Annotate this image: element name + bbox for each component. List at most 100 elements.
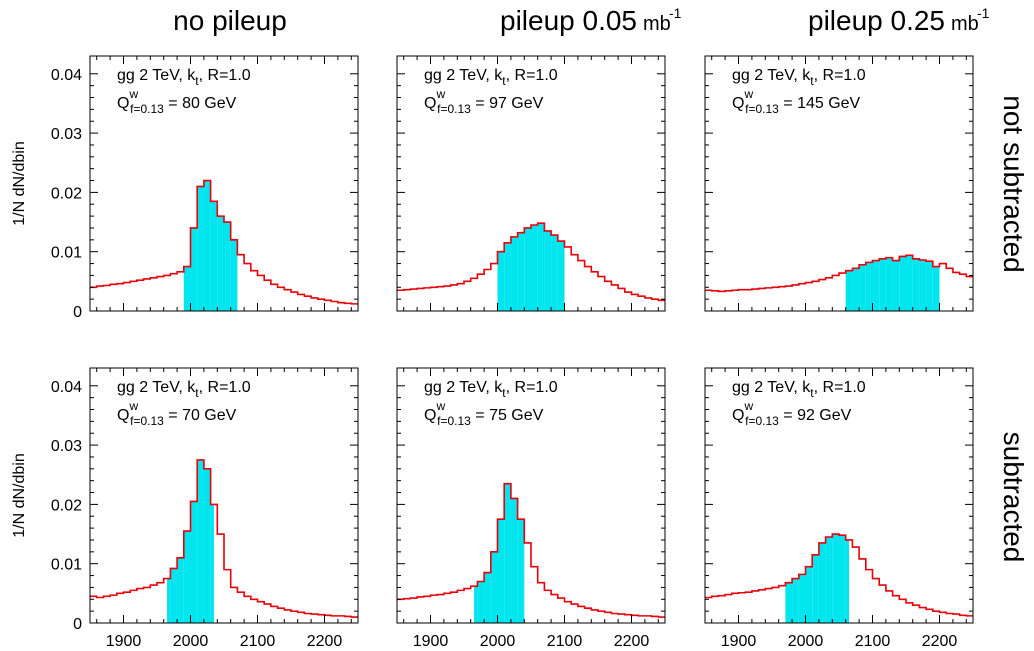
highlight-bin xyxy=(474,586,478,623)
histogram-line xyxy=(705,533,973,617)
highlight-bin xyxy=(892,260,900,311)
y-axis-label: 1/N dN/dbin xyxy=(11,141,28,226)
highlight-bin xyxy=(490,551,498,623)
highlight-bin xyxy=(197,459,204,623)
annotation-line-1: gg 2 TeV, kt, R=1.0 xyxy=(117,379,251,400)
highlight-bin xyxy=(217,216,224,311)
column-title-3: pileup 0.25 xyxy=(808,5,945,36)
highlight-bin xyxy=(825,537,833,623)
x-tick-label: 1900 xyxy=(721,633,757,650)
highlight-bin xyxy=(818,542,826,623)
histogram-line xyxy=(397,222,665,302)
highlight-bin xyxy=(517,519,525,623)
column-title-3-unit-exponent: -1 xyxy=(977,5,990,21)
highlight-bin xyxy=(524,227,531,311)
plot-frame xyxy=(396,55,666,312)
y-tick-label: 0.03 xyxy=(51,438,82,455)
highlight-bin xyxy=(190,227,198,311)
highlight-bin xyxy=(167,578,171,623)
annotation-line-2: Qw f=0.13 = 75 GeV xyxy=(424,399,544,428)
y-tick-label: 0.04 xyxy=(51,379,82,396)
highlight-bin xyxy=(510,236,518,311)
highlight-bin xyxy=(839,535,846,623)
row-label-not-subtracted: not subtracted xyxy=(998,95,1029,272)
highlight-bin xyxy=(230,239,238,311)
highlight-bin xyxy=(210,201,218,311)
highlight-bin xyxy=(852,268,860,311)
highlight-bin xyxy=(859,264,866,311)
highlight-bin xyxy=(906,255,913,311)
x-tick-label: 2200 xyxy=(614,633,650,650)
highlight-bin xyxy=(798,574,806,623)
highlight-bin xyxy=(557,241,565,311)
highlight-bin xyxy=(785,582,793,623)
column-title-2-unit: mb xyxy=(643,13,671,35)
annotation-line-2: Qw f=0.13 = 80 GeV xyxy=(117,87,237,116)
annotation-line-2: Qw f=0.13 = 97 GeV xyxy=(424,87,544,116)
x-tick-label: 2200 xyxy=(922,633,958,650)
highlight-bin xyxy=(544,230,552,311)
annotation-line-1: gg 2 TeV, kt, R=1.0 xyxy=(732,67,866,88)
highlight-bin xyxy=(885,257,893,311)
y-tick-label: 0.04 xyxy=(51,67,82,84)
highlight-bin xyxy=(210,504,214,623)
y-tick-label: 0.02 xyxy=(51,185,82,202)
highlight-bin xyxy=(919,260,927,311)
highlight-bin xyxy=(203,180,211,311)
annotation-line-1: gg 2 TeV, kt, R=1.0 xyxy=(732,379,866,400)
highlight-bin xyxy=(197,186,204,311)
plot-frame xyxy=(704,367,974,624)
y-tick-label: 0 xyxy=(73,616,82,633)
annotation-line-2: Qw f=0.13 = 145 GeV xyxy=(732,87,861,116)
highlight-bin xyxy=(832,534,839,623)
highlight-bin xyxy=(926,261,933,311)
panel-1-1: 1900200021002200dijet mass [GeV]gg 2 TeV… xyxy=(396,367,666,650)
x-tick-label: 2100 xyxy=(240,633,276,650)
y-tick-label: 0.02 xyxy=(51,497,82,514)
highlight-bin xyxy=(504,483,511,623)
annotation-line-2: Qw f=0.13 = 92 GeV xyxy=(732,399,852,428)
x-tick-label: 2000 xyxy=(173,633,209,650)
panel-0-0: 0 0.01 0.02 0.03 0.04 1/N dN/dbin gg 2 TeV, kt… xyxy=(11,55,359,321)
highlight-bin xyxy=(497,251,505,311)
plot-frame xyxy=(89,55,359,312)
highlight-bin xyxy=(170,568,178,623)
highlight-bin xyxy=(932,266,940,311)
column-title-2-unit-exponent: -1 xyxy=(669,5,682,21)
highlight-bin xyxy=(899,256,906,311)
y-tick-label: 0.01 xyxy=(51,245,82,262)
panels-grid: 0 0.01 0.02 0.03 0.04 1/N dN/dbin gg 2 TeV, kt… xyxy=(11,55,974,650)
annotation-line-2: Qw f=0.13 = 70 GeV xyxy=(117,399,237,428)
histogram-line xyxy=(705,254,973,293)
annotation-line-1: gg 2 TeV, kt, R=1.0 xyxy=(424,379,558,400)
x-tick-label: 1900 xyxy=(413,633,449,650)
histogram-line xyxy=(397,482,665,618)
highlight-bin xyxy=(537,223,545,311)
annotation-line-1: gg 2 TeV, kt, R=1.0 xyxy=(117,67,251,88)
y-axis-label: 1/N dN/dbin xyxy=(11,453,28,538)
highlight-bin xyxy=(484,572,491,623)
panel-0-1: gg 2 TeV, kt, R=1.0Qw f=0.13 = 97 GeV xyxy=(396,55,666,312)
highlight-bin xyxy=(497,519,505,623)
x-tick-label: 2100 xyxy=(855,633,891,650)
y-tick-label: 0.03 xyxy=(51,126,82,143)
y-tick-label: 0 xyxy=(73,304,82,321)
histogram-line xyxy=(90,459,358,618)
highlight-bin xyxy=(872,260,880,311)
x-tick-label: 2000 xyxy=(788,633,824,650)
highlight-bin xyxy=(510,498,518,623)
highlight-bin xyxy=(531,225,538,311)
highlight-bin xyxy=(805,566,813,623)
highlight-bin xyxy=(183,531,191,623)
row-label-subtracted: subtracted xyxy=(998,432,1029,563)
highlight-bin xyxy=(845,539,850,623)
plot-frame xyxy=(704,55,974,312)
highlight-bin xyxy=(224,222,231,311)
x-tick-label: 2100 xyxy=(547,633,583,650)
highlight-bin xyxy=(477,581,485,623)
highlight-bin xyxy=(812,554,819,623)
panel-1-0: 0 0.01 0.02 0.03 0.04 1900 2000 2100 2200 1/N dN/… xyxy=(11,367,359,650)
column-title-1: no pileup xyxy=(173,5,287,36)
x-tick-label: 2000 xyxy=(480,633,516,650)
